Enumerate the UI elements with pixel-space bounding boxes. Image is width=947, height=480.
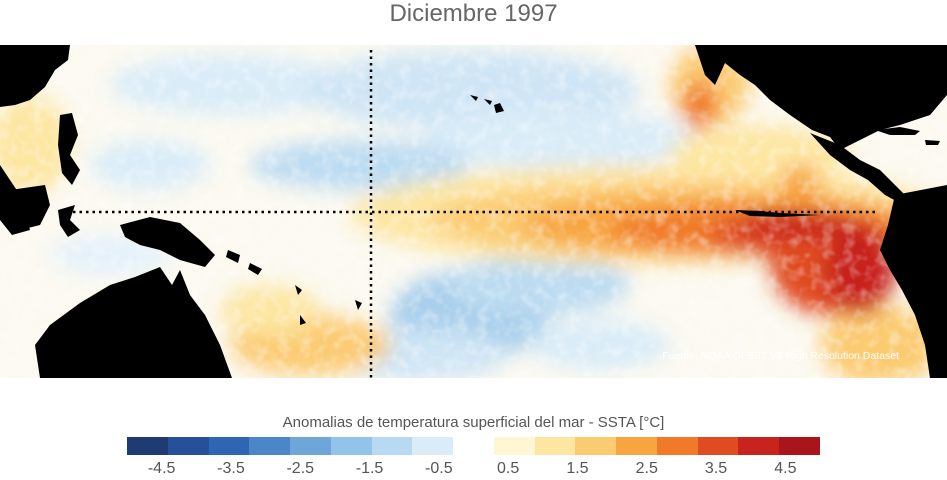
colorbar-ticks: -4.5 -3.5 -2.5 -1.5 -0.5 0.5 1.5 2.5 3.5 4.5 — [127, 460, 820, 480]
colorbar-swatch — [249, 437, 291, 455]
colorbar-tick-label: -3.5 — [217, 460, 245, 477]
north-america-land — [695, 45, 947, 150]
colorbar-swatch — [616, 437, 657, 455]
ssta-map — [0, 45, 947, 378]
colorbar-swatch — [330, 437, 372, 455]
colorbar — [127, 437, 821, 455]
philippines-land — [58, 113, 80, 185]
map-title: Diciembre 1997 — [389, 0, 558, 27]
central-america-land — [810, 133, 905, 203]
colorbar-tick-label: 0.5 — [497, 460, 520, 477]
sumatra-land — [0, 165, 30, 235]
colorbar-swatch — [290, 437, 331, 455]
colorbar-tick-label: 2.5 — [635, 460, 658, 477]
colorbar-swatch — [656, 437, 698, 455]
colorbar-tick-label: 3.5 — [704, 460, 728, 477]
colorbar-swatch — [371, 437, 413, 455]
small-islands — [295, 285, 362, 325]
colorbar-swatch — [412, 437, 454, 455]
australia-land — [35, 267, 232, 378]
colorbar-swatch — [779, 437, 821, 455]
colorbar-tick-label: 1.5 — [566, 460, 589, 477]
reference-lines — [60, 50, 878, 378]
source-credit: Fuente: NOAA OI SST V2 High Resolution D… — [662, 350, 899, 362]
new-guinea-land — [120, 217, 215, 267]
sulawesi-land — [58, 205, 80, 237]
colorbar-swatch — [738, 437, 780, 455]
colorbar-swatch — [453, 437, 494, 455]
colorbar-swatch — [167, 437, 209, 455]
solomon-islands — [226, 250, 262, 275]
land-masses — [0, 45, 947, 378]
colorbar-tick-label: 4.5 — [774, 460, 797, 477]
colorbar-label: Anomalias de temperatura superficial del… — [282, 414, 665, 431]
asia-land — [0, 45, 70, 107]
colorbar-swatch — [534, 437, 576, 455]
colorbar-tick-label: -1.5 — [355, 460, 384, 477]
colorbar-tick-label: -4.5 — [147, 460, 176, 477]
hawaii-islands — [470, 95, 504, 113]
colorbar-swatch — [493, 437, 535, 455]
colorbar-swatch — [127, 437, 168, 455]
colorbar-tick-label: -0.5 — [425, 460, 453, 477]
colorbar-swatch — [575, 437, 617, 455]
colorbar-tick-label: -2.5 — [286, 460, 315, 477]
colorbar-swatch — [697, 437, 739, 455]
south-america-land — [880, 185, 947, 378]
caribbean-islands — [875, 127, 940, 145]
colorbar-swatch — [208, 437, 250, 455]
